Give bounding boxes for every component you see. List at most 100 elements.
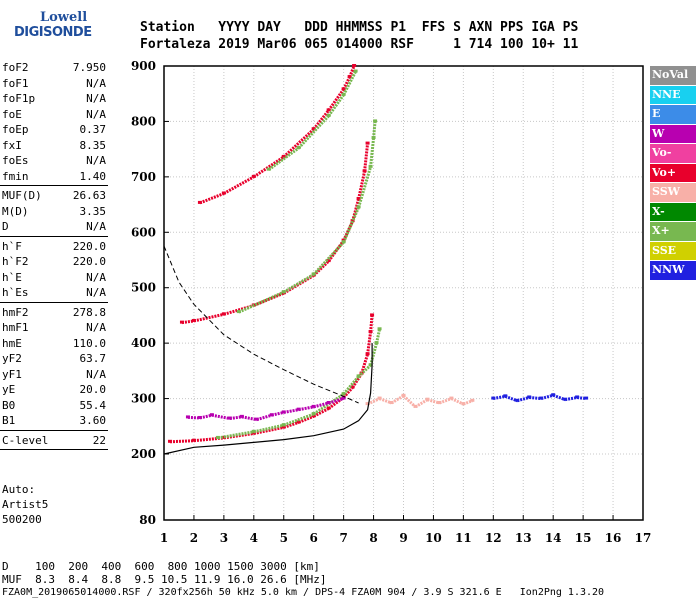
param-row: foF1p N/A <box>0 91 112 107</box>
trace-segment <box>366 331 373 355</box>
x-tick-label: 14 <box>545 531 562 545</box>
trace-segment <box>181 319 195 325</box>
trace-point <box>352 64 357 67</box>
muf-profile-dashed <box>163 245 359 404</box>
trace-segment <box>327 93 345 117</box>
trace-segment <box>193 312 225 323</box>
trace-segment <box>369 315 374 333</box>
param-group-2: MUF(D) 26.63 M(D) 3.35 D N/A <box>0 188 112 235</box>
trace-point <box>209 413 214 417</box>
auto-scaling-info: Auto: Artist5 500200 <box>2 482 48 527</box>
trace-point <box>370 313 375 317</box>
param-group-3: h`F 220.0 h`F2 220.0 h`E N/A h`Es N/A <box>0 239 112 301</box>
trace-segment <box>211 413 231 421</box>
x-tick-label: 1 <box>160 531 168 545</box>
trace-segment <box>253 291 285 307</box>
trace-segment <box>327 88 345 112</box>
trace-point <box>373 119 378 123</box>
legend-item: NoVal <box>650 66 696 85</box>
legend-item: NNE <box>650 85 696 104</box>
param-divider <box>0 449 108 450</box>
param-value: N/A <box>86 321 106 334</box>
legend-item: Vo+ <box>650 163 696 182</box>
param-row: B0 55.4 <box>0 398 112 414</box>
param-name: foEs <box>2 154 29 167</box>
param-name: B1 <box>2 414 16 427</box>
param-value: 63.7 <box>79 352 107 365</box>
trace-segment <box>369 137 376 168</box>
legend-item: Vo- <box>650 144 696 163</box>
trace-segment <box>298 414 315 424</box>
trace-point <box>503 394 508 398</box>
y-tick-label: 300 <box>131 392 156 406</box>
param-name: yF1 <box>2 367 22 381</box>
x-tick-label: 9 <box>399 531 407 545</box>
trace-segment <box>282 273 315 294</box>
legend: NoVal NNE E W Vo- Vo+ SSW X- X+ SSE NNW <box>650 66 696 281</box>
trace-point <box>449 396 454 400</box>
param-name: yF2 <box>2 352 22 365</box>
param-divider <box>0 301 108 303</box>
param-row: foF2 7.950 <box>0 60 112 76</box>
param-row: yE 20.0 <box>0 382 112 398</box>
y-tick-label: 200 <box>131 447 156 461</box>
logo-line1: Lowell <box>40 10 88 25</box>
footer-d-line: D 100 200 400 600 800 1000 1500 3000 [km… <box>2 560 320 573</box>
trace-segment <box>253 423 285 434</box>
param-name: h`E <box>2 270 22 284</box>
legend-item: SSE <box>650 241 696 260</box>
param-value: 220.0 <box>72 255 106 268</box>
param-row: foEs N/A <box>0 153 112 169</box>
param-name: h`F2 <box>2 255 29 268</box>
trace-point <box>584 396 589 400</box>
trace-segment <box>238 290 285 314</box>
trace-segment <box>493 394 506 401</box>
param-row: MUF(D) 26.63 <box>0 188 112 204</box>
x-tick-label: 12 <box>485 531 502 545</box>
x-tick-label: 10 <box>425 531 442 545</box>
y-tick-label: 900 <box>131 59 156 73</box>
trace-segment <box>187 415 200 420</box>
trace-segment <box>312 109 330 131</box>
trace-segment <box>342 375 360 396</box>
x-tick-label: 16 <box>605 531 622 545</box>
trace-segment <box>366 397 381 406</box>
footer-muf-line: MUF 8.3 8.4 8.8 9.5 10.5 11.9 16.0 26.6 … <box>2 573 327 586</box>
trace-segment <box>313 401 330 409</box>
trace-segment <box>372 121 377 139</box>
param-value: N/A <box>86 107 106 121</box>
param-value: N/A <box>86 286 106 299</box>
header-line2: Fortaleza 2019 Mar06 065 014000 RSF 1 71… <box>140 37 579 52</box>
param-value: 110.0 <box>72 336 106 350</box>
param-name: foF2 <box>2 61 29 74</box>
param-row: foE N/A <box>0 107 112 123</box>
trace-segment <box>516 396 530 403</box>
param-name: foE <box>2 107 22 121</box>
legend-item: W <box>650 124 696 143</box>
y-tick-label: 400 <box>131 336 156 350</box>
trace-segment <box>351 198 361 222</box>
trace-segment <box>360 353 370 375</box>
trace-segment <box>402 394 417 408</box>
y-tick-label: 80 <box>139 513 156 527</box>
param-row: h`F 220.0 <box>0 239 112 255</box>
legend-item: NNW <box>650 261 696 280</box>
y-tick-label: 600 <box>131 225 156 239</box>
x-tick-label: 13 <box>515 531 532 545</box>
trace-segment <box>529 395 542 401</box>
trace-segment <box>576 395 587 401</box>
trace-point <box>377 327 382 331</box>
trace-point <box>527 395 532 399</box>
trace-segment <box>379 397 393 405</box>
y-tick-label: 700 <box>131 170 156 184</box>
param-value: 8.35 <box>79 138 107 152</box>
trace-segment <box>342 70 357 96</box>
param-name: D <box>2 220 9 233</box>
param-divider <box>0 235 108 237</box>
param-row: hmF1 N/A <box>0 320 112 336</box>
param-name: hmE <box>2 336 22 350</box>
param-value: 7.950 <box>72 61 106 74</box>
param-group-1: foF2 7.950 foF1 N/A foF1p N/A foE N/A foEp 0.37 fx… <box>0 60 112 184</box>
param-name: foF1 <box>2 76 29 90</box>
